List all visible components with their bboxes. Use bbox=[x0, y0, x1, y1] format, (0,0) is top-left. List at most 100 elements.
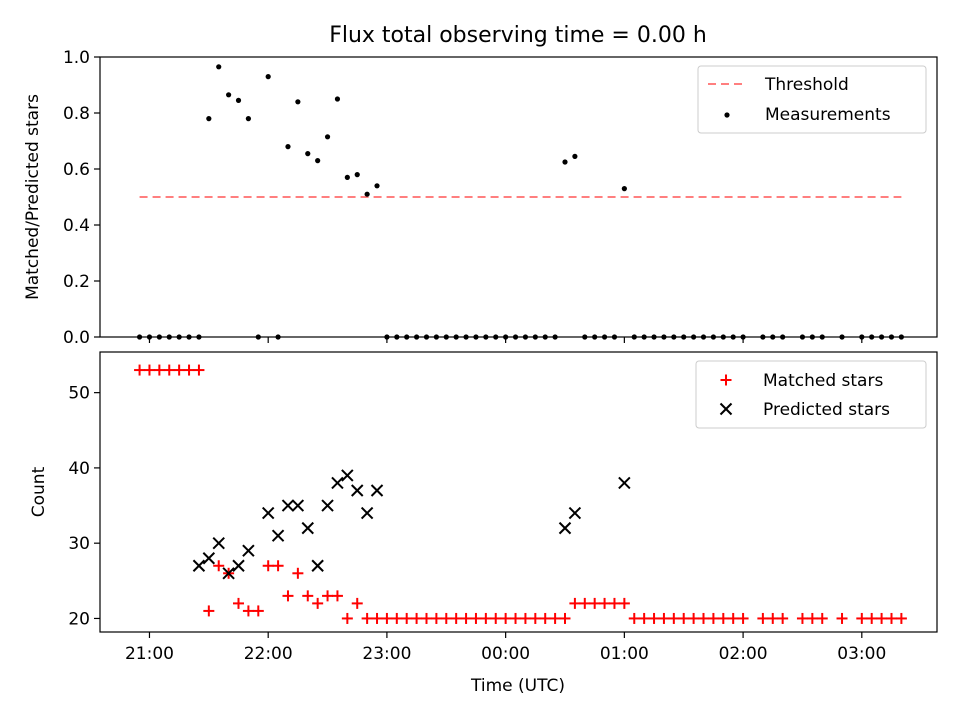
matched-star-point bbox=[470, 612, 482, 624]
predicted-star-point bbox=[212, 536, 225, 550]
matched-star-point bbox=[816, 612, 828, 624]
predicted-star-point bbox=[281, 499, 295, 512]
bottom-y-tick-label: 40 bbox=[68, 459, 90, 479]
matched-star-point bbox=[450, 612, 462, 624]
matched-star-point bbox=[885, 612, 897, 624]
x-axis-label: Time (UTC) bbox=[470, 676, 565, 696]
matched-star-point bbox=[262, 560, 274, 572]
matched-star-point bbox=[134, 364, 146, 376]
predicted-star-point bbox=[232, 559, 245, 572]
matched-star-point bbox=[767, 612, 779, 624]
matched-star-point bbox=[579, 597, 591, 609]
predicted-star-point bbox=[351, 484, 364, 497]
top-y-tick-label: 0.4 bbox=[63, 216, 90, 236]
measurement-point bbox=[334, 96, 341, 102]
measurement-point bbox=[235, 97, 242, 103]
matched-star-point bbox=[559, 612, 571, 624]
matched-star-point bbox=[519, 612, 531, 624]
x-tick-label: 21:00 bbox=[125, 644, 174, 664]
top-legend-box bbox=[697, 65, 927, 134]
matched-star-point bbox=[331, 590, 343, 602]
measurement-point bbox=[354, 172, 360, 178]
top-y-tick-label: 0.2 bbox=[63, 272, 90, 292]
matched-star-point bbox=[292, 567, 304, 579]
predicted-star-point bbox=[341, 469, 354, 482]
bottom-y-tick-label: 50 bbox=[68, 384, 90, 404]
predicted-star-point bbox=[370, 484, 384, 497]
matched-star-point bbox=[480, 612, 492, 624]
matched-star-point bbox=[371, 612, 383, 624]
matched-star-point bbox=[895, 612, 907, 624]
matched-stars-points bbox=[134, 364, 907, 624]
legend-matched-label: Matched stars bbox=[763, 371, 883, 391]
matched-star-point bbox=[529, 612, 541, 624]
legend-measurement-swatch bbox=[724, 112, 730, 118]
top-axes-frame bbox=[99, 56, 938, 338]
matched-star-point bbox=[302, 590, 314, 602]
top-y-tick-label: 0.8 bbox=[63, 104, 90, 124]
legend-matched-swatch bbox=[720, 374, 732, 386]
legend-matched-marker bbox=[720, 374, 732, 386]
measurement-point bbox=[285, 144, 291, 150]
matched-star-point bbox=[628, 612, 640, 624]
matched-star-point bbox=[490, 612, 502, 624]
matched-star-point bbox=[658, 612, 670, 624]
legend-threshold-label: Threshold bbox=[764, 75, 849, 95]
matched-star-point bbox=[698, 612, 710, 624]
measurement-point bbox=[364, 191, 370, 197]
top-panel: 0.0 0.2 0.4 0.6 0.8 1.0 Matched/Predicted sta… bbox=[23, 48, 938, 348]
matched-star-point bbox=[589, 597, 601, 609]
matched-star-point bbox=[173, 364, 185, 376]
predicted-star-point bbox=[618, 476, 631, 490]
matched-star-point bbox=[440, 612, 452, 624]
matched-star-point bbox=[143, 364, 155, 376]
matched-star-point bbox=[183, 364, 195, 376]
matched-star-point bbox=[678, 612, 690, 624]
chart-title: Flux total observing time = 0.00 h bbox=[329, 23, 707, 48]
matched-star-point bbox=[856, 612, 868, 624]
matched-star-point bbox=[282, 590, 294, 602]
matched-star-point bbox=[688, 612, 700, 624]
measurement-point bbox=[295, 99, 301, 105]
matched-star-point bbox=[203, 605, 215, 617]
matched-star-point bbox=[411, 612, 423, 624]
measurement-point bbox=[562, 159, 568, 165]
x-tick-label: 02:00 bbox=[719, 644, 768, 664]
matched-star-point bbox=[401, 612, 413, 624]
predicted-star-point bbox=[311, 559, 324, 572]
bottom-panel: 20 30 40 50 21:00 22:00 23:00 00:00 01:00 02:00 0… bbox=[29, 351, 938, 696]
predicted-star-point bbox=[202, 552, 216, 565]
matched-star-point bbox=[727, 612, 739, 624]
bottom-y-ticks: 20 30 40 50 bbox=[68, 384, 100, 629]
top-legend: Threshold Measurements bbox=[697, 65, 927, 134]
measurement-point bbox=[265, 74, 271, 80]
matched-star-point bbox=[193, 364, 205, 376]
bottom-y-tick-label: 30 bbox=[68, 534, 90, 554]
predicted-star-point bbox=[301, 521, 314, 535]
measurement-point bbox=[206, 116, 212, 122]
bottom-axes-frame bbox=[99, 351, 938, 633]
legend-predicted-swatch bbox=[719, 402, 733, 416]
matched-star-point bbox=[272, 560, 284, 572]
legend-predicted-label: Predicted stars bbox=[763, 400, 890, 420]
measurement-point bbox=[245, 116, 252, 122]
matched-star-point bbox=[836, 612, 848, 624]
predicted-star-point bbox=[242, 544, 255, 557]
x-tick-label: 01:00 bbox=[600, 644, 649, 664]
measurement-point bbox=[305, 151, 311, 157]
measurement-point bbox=[374, 183, 380, 189]
bottom-y-tick-label: 20 bbox=[68, 609, 90, 629]
predicted-star-point bbox=[261, 506, 275, 520]
matched-star-point bbox=[420, 612, 432, 624]
top-y-axis-label: Matched/Predicted stars bbox=[23, 94, 43, 300]
matched-star-point bbox=[707, 612, 719, 624]
matched-star-point bbox=[361, 612, 373, 624]
measurement-point bbox=[324, 134, 331, 140]
predicted-star-point bbox=[360, 506, 374, 520]
matched-star-point bbox=[737, 612, 749, 624]
predicted-star-point bbox=[271, 529, 285, 542]
predicted-star-point bbox=[558, 521, 572, 535]
predicted-star-point bbox=[222, 567, 235, 580]
matched-star-point bbox=[213, 560, 225, 572]
